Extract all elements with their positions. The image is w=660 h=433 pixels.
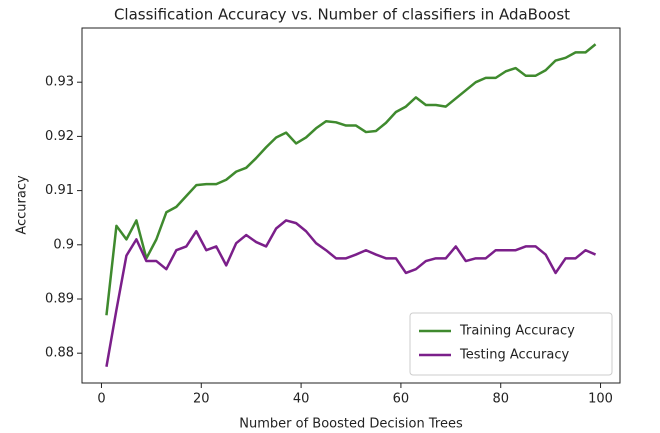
x-tick-label: 100 — [588, 392, 613, 407]
y-axis-label: Accuracy — [15, 175, 30, 235]
x-axis-label: Number of Boosted Decision Trees — [239, 417, 463, 432]
y-tick-label: 0.93 — [45, 75, 74, 90]
legend-label: Testing Accuracy — [459, 348, 569, 363]
y-tick-label: 0.88 — [45, 346, 74, 361]
x-tick-label: 0 — [97, 392, 105, 407]
y-tick-label: 0.92 — [45, 129, 74, 144]
legend-box — [409, 312, 613, 376]
y-tick-label: 0.9 — [53, 237, 74, 252]
series-line — [105, 43, 597, 316]
series-line — [105, 219, 597, 367]
x-tick-label: 80 — [492, 392, 509, 407]
legend-label: Training Accuracy — [459, 324, 575, 339]
chart-title: Classification Accuracy vs. Number of cl… — [114, 6, 570, 24]
x-tick-label: 60 — [393, 392, 410, 407]
x-tick-label: 40 — [293, 392, 310, 407]
y-tick-label: 0.89 — [45, 291, 74, 306]
x-tick-label: 20 — [193, 392, 210, 407]
plot-frame — [81, 27, 621, 384]
y-tick-label: 0.91 — [45, 183, 74, 198]
